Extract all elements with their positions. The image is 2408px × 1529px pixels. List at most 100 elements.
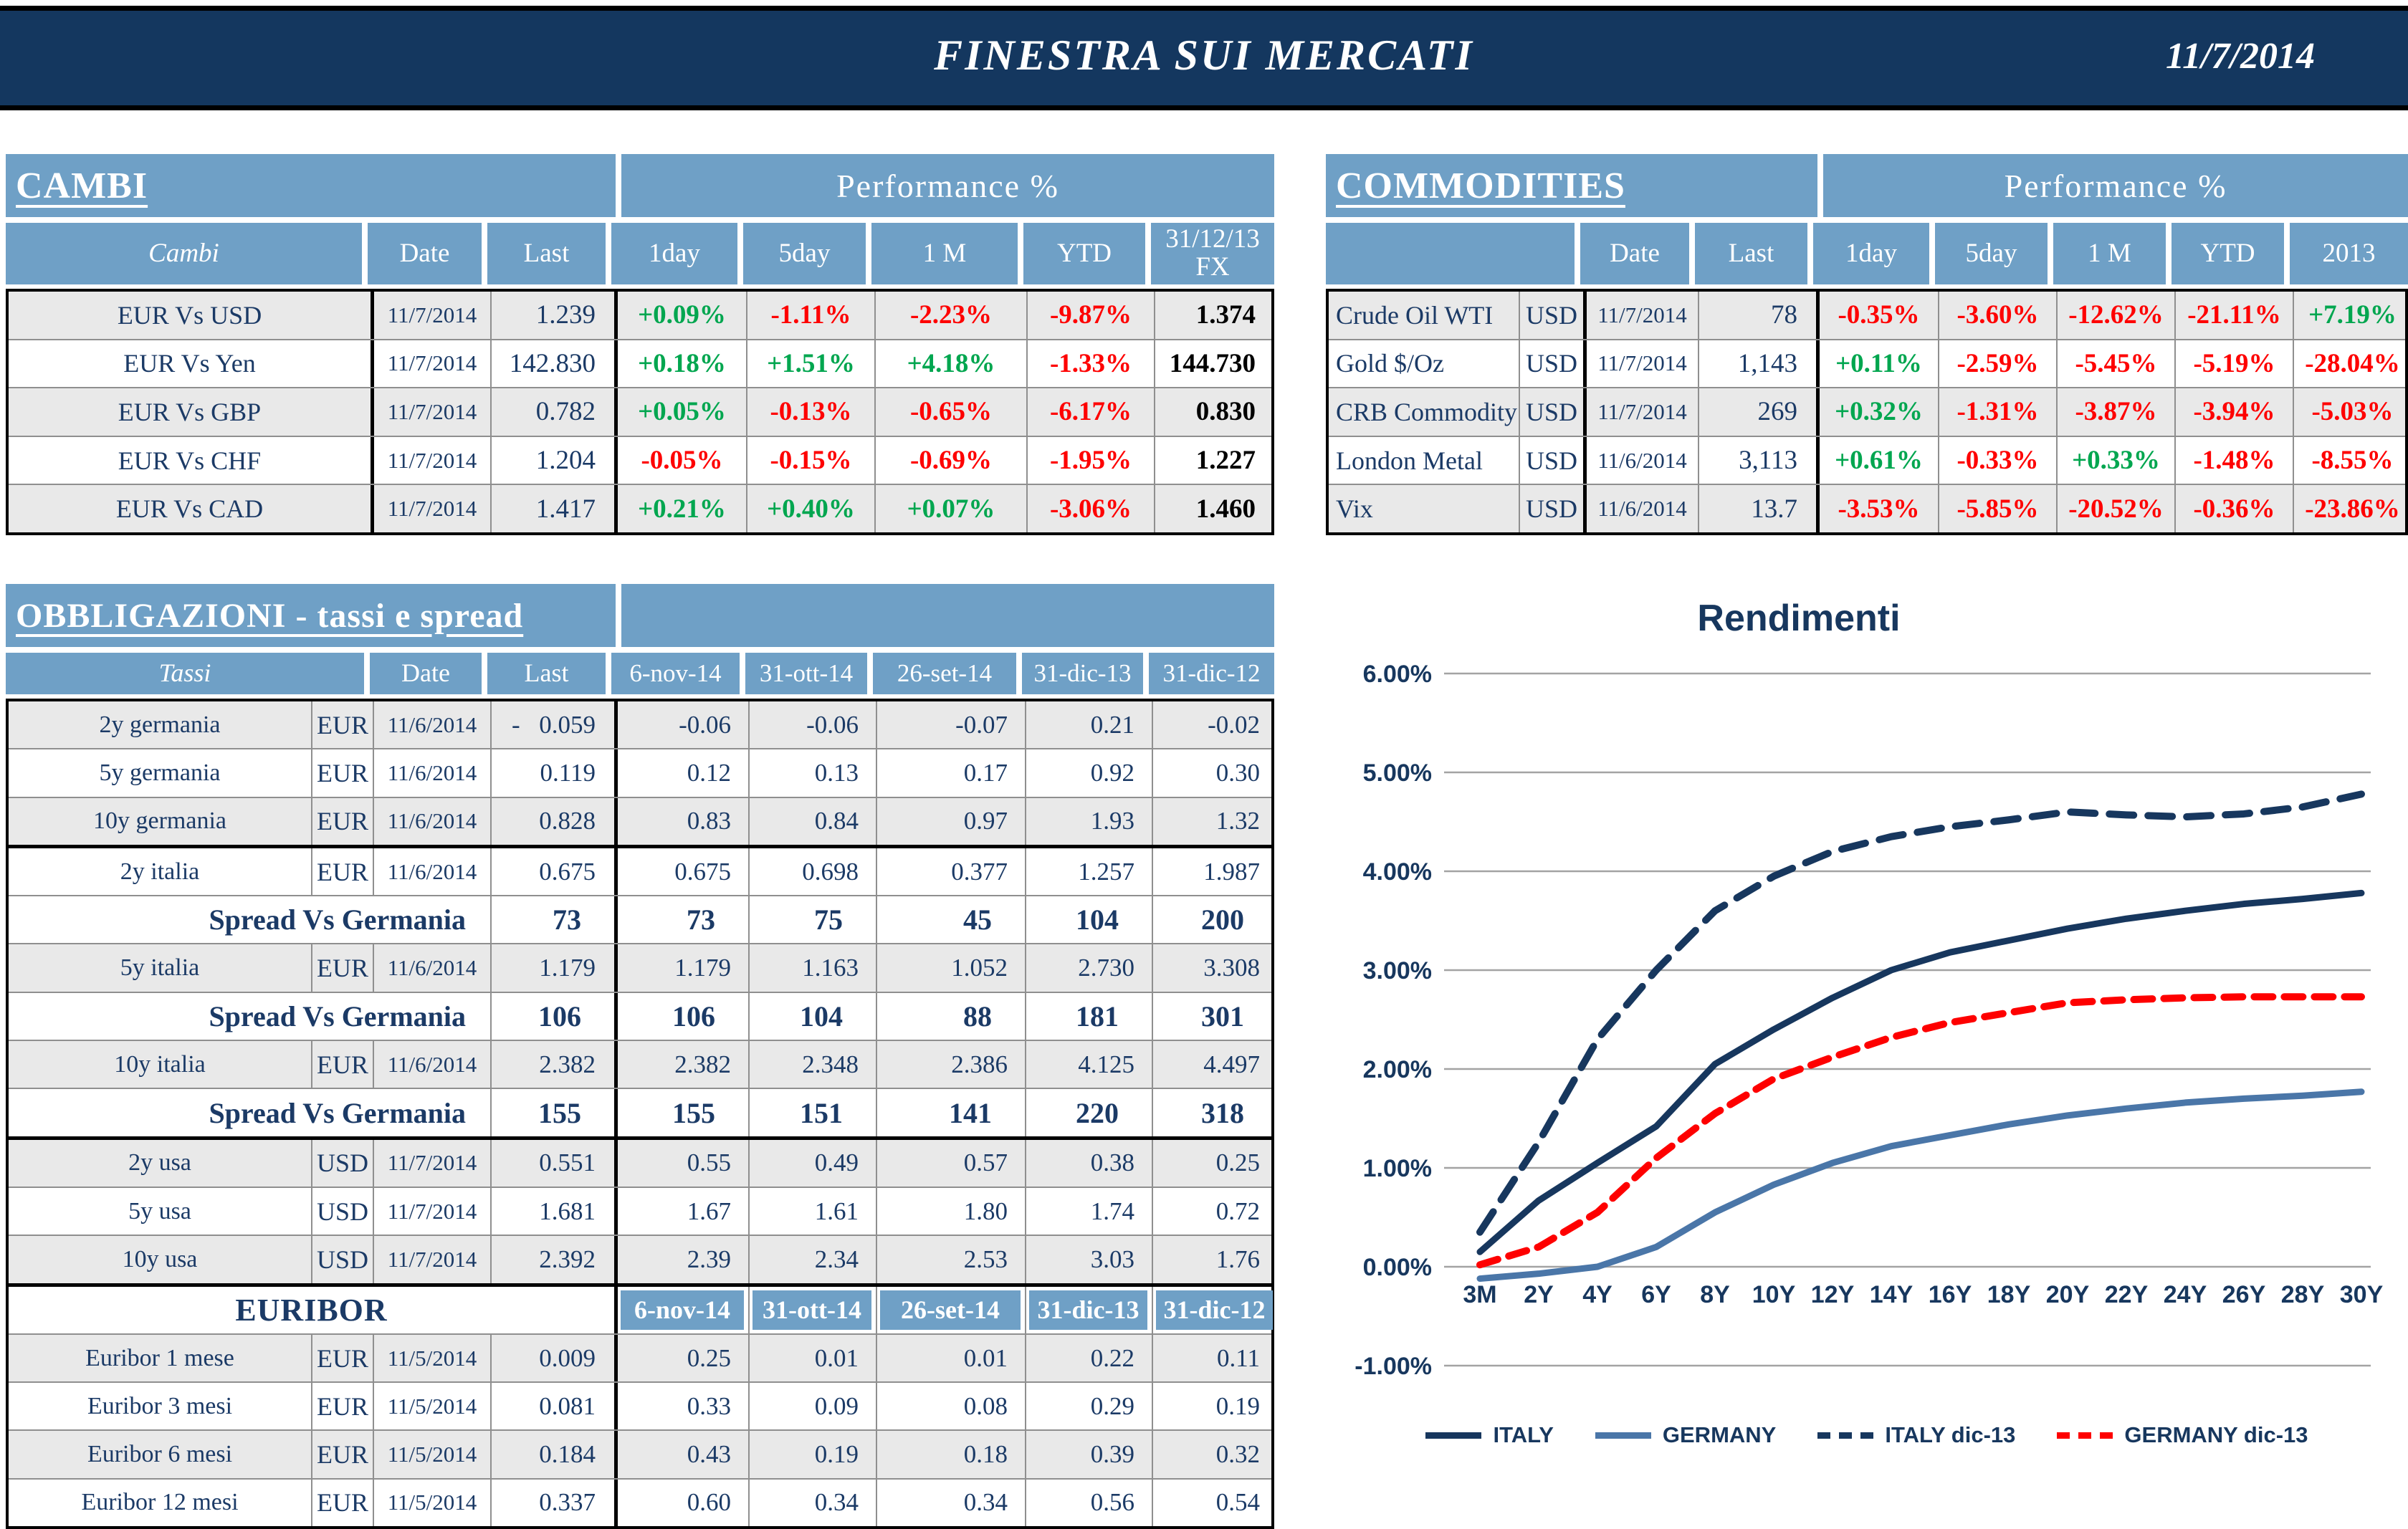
table-row: EUR Vs USD 11/7/2014 1.239 +0.09% -1.11% -2.2… <box>9 292 1271 339</box>
cell-currency: USD <box>311 1236 373 1283</box>
spread-value: 104 <box>1025 896 1152 944</box>
spread-value: 106 <box>614 992 748 1040</box>
cell-value: 2.386 <box>876 1041 1025 1088</box>
x-axis-label: 8Y <box>1700 1281 1730 1308</box>
cell-value: 0.25 <box>1152 1139 1277 1187</box>
legend-label: ITALY <box>1493 1422 1554 1447</box>
cell-perf: -0.69% <box>874 436 1026 484</box>
cell-value: 0.54 <box>1152 1479 1277 1527</box>
spread-value: 318 <box>1152 1089 1277 1136</box>
cell-perf: -3.60% <box>1938 292 2056 339</box>
cell-perf: -9.87% <box>1026 292 1154 339</box>
spread-last: 73 <box>490 896 614 944</box>
table-row: Euribor 6 mesi EUR 11/5/2014 0.184 0.43 0.19 0… <box>9 1429 1271 1478</box>
cell-last: 0.081 <box>490 1383 614 1430</box>
cell-perf: +4.18% <box>874 340 1026 388</box>
column-header: 31-dic-13 <box>1022 653 1143 694</box>
x-axis-label: 2Y <box>1524 1281 1554 1308</box>
cell-currency: EUR <box>311 1041 373 1088</box>
table-row: Euribor 1 mese EUR 11/5/2014 0.009 0.25 0.01 0… <box>9 1333 1271 1382</box>
cell-perf: +0.05% <box>614 388 746 436</box>
table-row: EUR Vs CHF 11/7/2014 1.204 -0.05% -0.15% -0.6… <box>9 435 1271 484</box>
table-row: EUR Vs CAD 11/7/2014 1.417 +0.21% +0.40% +0.0… <box>9 484 1271 532</box>
series-italy <box>1476 889 2365 1255</box>
cell-last: 269 <box>1698 388 1816 436</box>
euribor-column-header: 31-dic-12 <box>1152 1286 1277 1333</box>
table-row: 5y usa USD 11/7/2014 1.681 1.67 1.61 1.80 1.74 0… <box>9 1186 1271 1235</box>
legend-item: GERMANY <box>1595 1422 1776 1448</box>
cell-last: 0.184 <box>490 1431 614 1478</box>
column-header: Tassi <box>6 653 364 694</box>
cell-value: 0.33 <box>614 1383 748 1430</box>
cell-name: 2y germania <box>99 711 221 738</box>
cambi-data: EUR Vs USD 11/7/2014 1.239 +0.09% -1.11% -2.2… <box>6 289 1274 535</box>
column-header: 31-dic-12 <box>1156 1290 1273 1330</box>
cell-perf: -20.52% <box>2056 485 2174 532</box>
spread-value: 88 <box>876 992 1025 1040</box>
cell-value: 0.18 <box>876 1431 1025 1478</box>
column-header: 31-ott-14 <box>752 1290 871 1330</box>
cell-last: 0.009 <box>490 1334 614 1382</box>
cell-name: Euribor 3 mesi <box>87 1392 233 1419</box>
legend-label: GERMANY dic-13 <box>2124 1422 2308 1447</box>
legend-line-sample <box>1425 1432 1482 1439</box>
cell-perf: +0.32% <box>1816 388 1938 436</box>
spread-value: 151 <box>748 1089 876 1136</box>
column-header: 31-ott-14 <box>745 653 867 694</box>
performance-header: Performance % <box>1823 154 2408 217</box>
spread-label: Spread Vs Germania <box>209 1096 466 1129</box>
cell-last: 2.382 <box>490 1041 614 1088</box>
cell-name: Vix <box>1336 494 1373 524</box>
cell-perf: -3.06% <box>1026 485 1154 532</box>
x-axis-label: 4Y <box>1582 1281 1612 1308</box>
cell-value: 2.39 <box>614 1236 748 1283</box>
column-header: Date <box>1580 223 1689 284</box>
cell-value: -0.06 <box>748 701 876 749</box>
cell-value: 1.76 <box>1152 1236 1277 1283</box>
legend-item: GERMANY dic-13 <box>2057 1422 2308 1448</box>
table-row: Spread Vs Germania 155 155 151 141 220 318 <box>9 1088 1271 1136</box>
cell-perf: -0.15% <box>746 436 874 484</box>
cell-value: 1.74 <box>1025 1187 1152 1235</box>
x-axis-label: 30Y <box>2340 1281 2384 1308</box>
cell-perf: -6.17% <box>1026 388 1154 436</box>
cell-perf: -1.95% <box>1026 436 1154 484</box>
y-axis-label: 4.00% <box>1363 858 1432 886</box>
cell-perf: +0.18% <box>614 340 746 388</box>
cell-date: 11/7/2014 <box>1583 340 1698 388</box>
column-header: 1 M <box>2053 223 2166 284</box>
cell-value: 0.57 <box>876 1139 1025 1187</box>
cell-value: 1.61 <box>748 1187 876 1235</box>
cell-value: 0.92 <box>1025 749 1152 797</box>
cell-value: 3.03 <box>1025 1236 1152 1283</box>
spread-value: 200 <box>1152 896 1277 944</box>
y-axis-label: 2.00% <box>1363 1056 1432 1083</box>
euribor-column-header: 26-set-14 <box>876 1286 1025 1333</box>
cambi-table: CAMBI Performance % Cambi Date Last 1day 5day 1… <box>6 154 1274 535</box>
table-row: Vix USD 11/6/2014 13.7 -3.53% -5.85% -20.52% -0… <box>1329 484 2405 532</box>
cell-value: 0.698 <box>748 848 876 896</box>
x-axis-label: 3M <box>1463 1281 1496 1308</box>
cell-value: 0.56 <box>1025 1479 1152 1527</box>
cell-currency: USD <box>311 1139 373 1187</box>
title-filler <box>621 584 1274 647</box>
cell-value: 0.21 <box>1025 701 1152 749</box>
column-header: YTD <box>2172 223 2284 284</box>
cell-value: 0.38 <box>1025 1139 1152 1187</box>
cell-date: 11/6/2014 <box>373 1041 490 1088</box>
cell-value: 0.13 <box>748 749 876 797</box>
table-row: EUR Vs Yen 11/7/2014 142.830 +0.18% +1.51% +4… <box>9 338 1271 388</box>
cell-last: 13.7 <box>1698 485 1816 532</box>
cell-date: 11/7/2014 <box>371 292 490 339</box>
cell-perf: -0.65% <box>874 388 1026 436</box>
cell-currency: EUR <box>311 797 373 845</box>
column-header: 6-nov-14 <box>621 1290 744 1330</box>
cell-value: 0.11 <box>1152 1334 1277 1382</box>
cell-value: 0.72 <box>1152 1187 1277 1235</box>
cell-perf: -1.31% <box>1938 388 2056 436</box>
table-row: 5y italia EUR 11/6/2014 1.179 1.179 1.163 1.05… <box>9 943 1271 992</box>
cell-value: -0.06 <box>614 701 748 749</box>
x-axis-label: 24Y <box>2164 1281 2207 1308</box>
cell-perf: -0.05% <box>614 436 746 484</box>
table-row: Spread Vs Germania 73 73 75 45 104 200 <box>9 895 1271 944</box>
